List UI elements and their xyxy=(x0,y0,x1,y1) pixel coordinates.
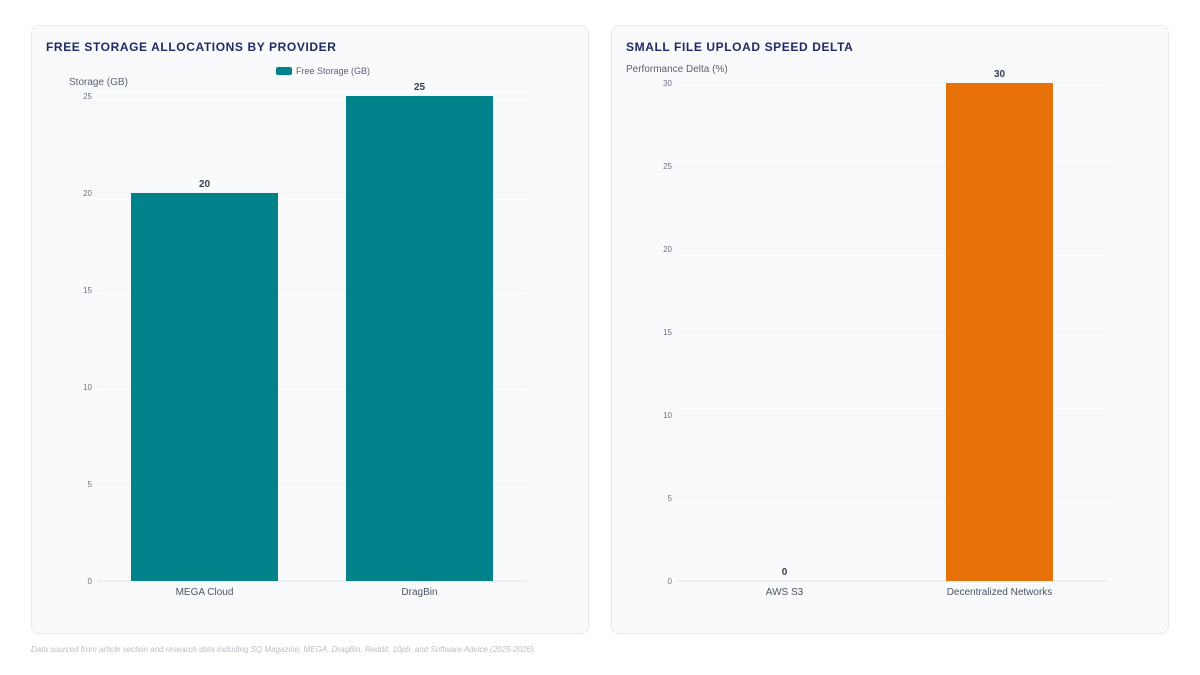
y-axis-label: Performance Delta (%) xyxy=(626,64,728,75)
bar-value-label: 20 xyxy=(199,179,211,190)
y-tick-label: 10 xyxy=(663,411,672,420)
bar-value-label: 30 xyxy=(994,69,1006,80)
y-tick-label: 5 xyxy=(88,480,93,489)
upload-speed-bar-chart: 0 5 10 15 20 25 30 Performance Delta (%) 0 AWS S3… xyxy=(626,64,1107,598)
bar-value-label: 25 xyxy=(414,82,426,93)
bar xyxy=(346,96,493,581)
x-category-label: AWS S3 xyxy=(766,587,804,598)
legend-swatch xyxy=(276,67,292,75)
y-tick-label: 30 xyxy=(663,79,672,88)
bar xyxy=(946,83,1053,581)
storage-chart-panel: FREE STORAGE ALLOCATIONS BY PROVIDER 0 5 1… xyxy=(31,25,589,634)
y-tick-label: 5 xyxy=(668,494,673,503)
x-category-label: DragBin xyxy=(401,587,437,598)
y-tick-label: 0 xyxy=(88,577,93,586)
y-tick-label: 25 xyxy=(663,162,672,171)
storage-chart-title: FREE STORAGE ALLOCATIONS BY PROVIDER xyxy=(46,40,337,54)
y-tick-label: 0 xyxy=(668,577,673,586)
y-tick-label: 10 xyxy=(83,383,92,392)
bar-value-label: 0 xyxy=(782,567,788,578)
legend-label: Free Storage (GB) xyxy=(296,66,370,76)
y-tick-label: 20 xyxy=(83,189,92,198)
y-tick-label: 20 xyxy=(663,245,672,254)
x-category-label: MEGA Cloud xyxy=(176,587,234,598)
upload-speed-chart-title: SMALL FILE UPLOAD SPEED DELTA xyxy=(626,40,854,54)
storage-bar-chart: 0 5 10 15 20 25 Storage (GB) Free Storage (GB) 2… xyxy=(69,66,527,598)
y-axis-label: Storage (GB) xyxy=(69,77,128,88)
data-source-footnote: Data sourced from article section and re… xyxy=(31,645,536,654)
y-tick-label: 25 xyxy=(83,92,92,101)
y-tick-label: 15 xyxy=(83,286,92,295)
upload-speed-chart-panel: SMALL FILE UPLOAD SPEED DELTA 0 5 10 15 20 25… xyxy=(611,25,1169,634)
bar xyxy=(131,193,278,581)
x-category-label: Decentralized Networks xyxy=(947,587,1053,598)
y-tick-label: 15 xyxy=(663,328,672,337)
